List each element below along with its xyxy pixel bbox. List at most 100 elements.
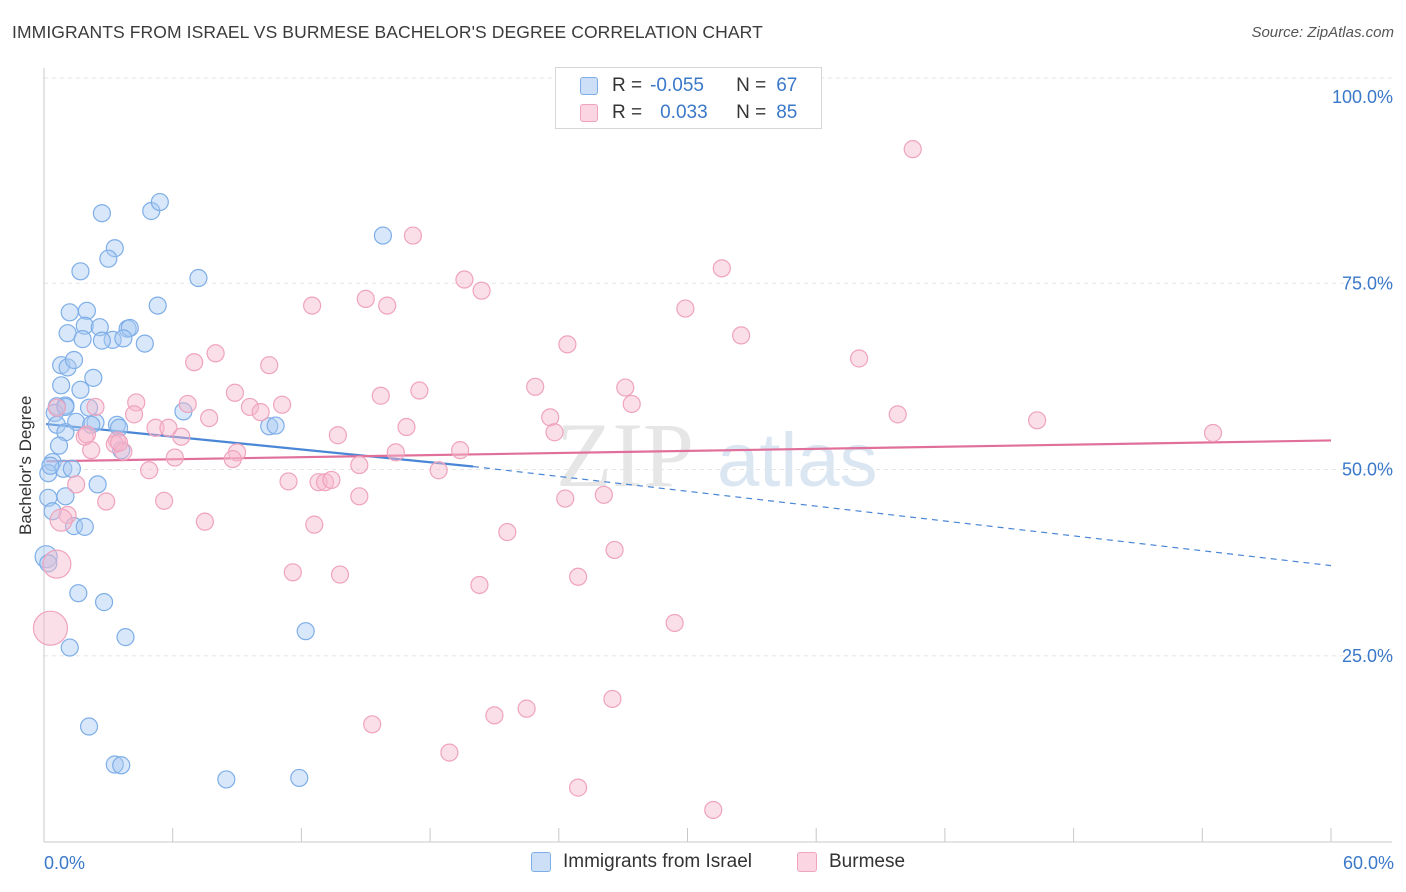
point-israel	[58, 358, 77, 377]
point-burmese	[86, 397, 105, 417]
legend-label-burmese: Burmese	[829, 851, 906, 872]
point-burmese	[356, 289, 375, 308]
x-tick-min: 0.0%	[44, 853, 86, 873]
point-burmese	[283, 563, 302, 582]
point-israel	[105, 239, 124, 258]
point-burmese	[303, 296, 322, 315]
point-israel	[150, 192, 169, 212]
legend-swatch-burmese	[797, 852, 817, 872]
point-burmese	[378, 296, 397, 315]
point-burmese	[485, 706, 504, 725]
point-burmese	[470, 575, 489, 595]
legend-n-value-burmese: 85	[776, 102, 798, 123]
y-tick-label: 100.0%	[1332, 87, 1393, 107]
legend-r-label: R =	[612, 75, 643, 96]
point-burmese	[225, 383, 245, 402]
point-israel	[260, 417, 279, 436]
point-burmese	[279, 472, 298, 491]
correlation-legend: R = -0.055 N = 67 R = 0.033 N = 85	[555, 67, 822, 129]
series-burmese	[32, 140, 1223, 820]
point-israel	[79, 717, 99, 736]
point-israel	[41, 456, 60, 475]
point-israel	[217, 770, 236, 789]
point-israel	[88, 475, 107, 494]
point-israel	[62, 459, 81, 478]
point-israel	[92, 331, 112, 350]
point-burmese	[350, 455, 369, 475]
point-burmese	[124, 405, 144, 424]
point-israel	[107, 415, 127, 434]
point-burmese	[712, 259, 731, 278]
point-burmese	[200, 408, 219, 428]
point-israel	[116, 628, 135, 647]
point-burmese	[328, 426, 347, 445]
point-burmese	[569, 778, 588, 797]
point-burmese	[240, 397, 260, 417]
point-israel	[120, 318, 139, 338]
point-burmese	[47, 398, 66, 417]
point-israel	[75, 517, 94, 536]
point-israel	[60, 303, 79, 322]
point-burmese	[888, 405, 907, 424]
point-burmese	[732, 326, 751, 345]
legend-row-israel: R = -0.055 N = 67	[580, 74, 797, 98]
point-burmese	[114, 442, 133, 461]
point-burmese	[77, 425, 97, 444]
point-israel	[73, 330, 92, 349]
point-burmese	[556, 489, 575, 508]
point-burmese	[603, 689, 622, 709]
legend-item-burmese[interactable]: Burmese	[797, 851, 905, 873]
legend-swatch-burmese	[580, 104, 598, 122]
point-burmese	[251, 403, 270, 422]
point-burmese	[616, 378, 635, 397]
legend-item-israel[interactable]: Immigrants from Israel	[531, 851, 752, 873]
point-burmese	[206, 344, 225, 363]
y-tick-label: 75.0%	[1342, 273, 1393, 293]
point-burmese	[185, 353, 204, 372]
point-burmese	[517, 699, 536, 718]
legend-n-label: N =	[736, 102, 767, 123]
point-burmese	[410, 381, 429, 400]
point-israel	[105, 755, 124, 774]
point-burmese	[146, 418, 165, 437]
point-burmese	[498, 522, 517, 542]
point-burmese	[32, 610, 69, 646]
point-burmese	[350, 487, 369, 506]
point-israel	[266, 416, 285, 435]
point-burmese	[159, 418, 178, 437]
point-burmese	[223, 449, 242, 469]
point-burmese	[622, 394, 641, 414]
point-burmese	[330, 565, 350, 584]
watermark-zip: ZIP	[556, 404, 694, 506]
point-burmese	[272, 395, 292, 414]
point-burmese	[451, 441, 470, 460]
gridlines	[44, 77, 1392, 657]
point-burmese	[371, 386, 390, 405]
point-burmese	[42, 549, 72, 579]
series-israel	[34, 192, 393, 789]
point-burmese	[178, 394, 197, 414]
point-burmese	[109, 433, 129, 452]
point-burmese	[260, 356, 279, 375]
point-israel	[114, 329, 133, 348]
point-burmese	[594, 485, 613, 504]
data-points	[32, 140, 1223, 820]
y-axis-label: Bachelor's Degree	[16, 396, 36, 535]
point-burmese	[1203, 423, 1223, 443]
point-israel	[373, 226, 393, 245]
axes: 100.0% 75.0% 50.0% 25.0%	[43, 68, 1393, 843]
point-burmese	[82, 441, 101, 460]
point-israel	[84, 368, 103, 387]
point-burmese	[140, 461, 159, 480]
point-burmese	[472, 281, 491, 300]
point-burmese	[440, 743, 459, 762]
point-burmese	[165, 448, 184, 467]
point-burmese	[49, 508, 73, 532]
point-israel	[43, 502, 62, 521]
point-burmese	[849, 349, 869, 368]
point-burmese	[67, 475, 86, 494]
legend-row-burmese: R = 0.033 N = 85	[580, 101, 797, 125]
x-tick-max: 60.0%	[1342, 853, 1394, 873]
point-burmese	[1028, 411, 1047, 430]
